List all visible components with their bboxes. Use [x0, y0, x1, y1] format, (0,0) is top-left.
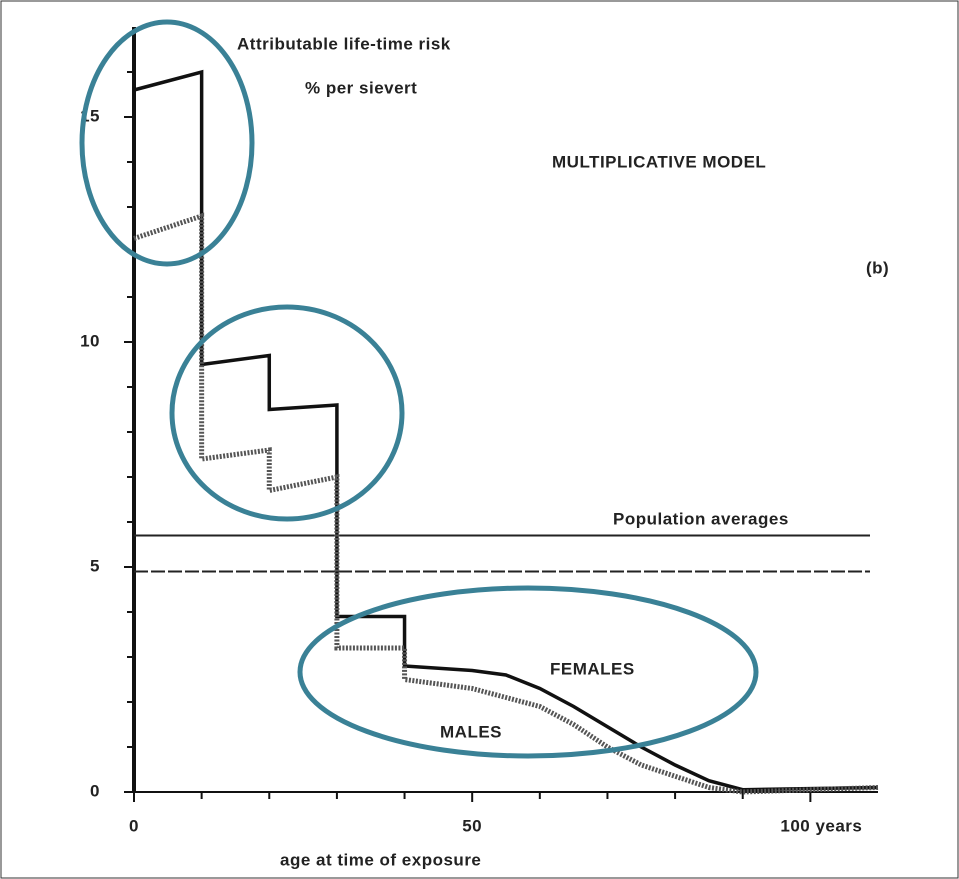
x-axis-label: age at time of exposure — [280, 850, 481, 869]
series-line — [133, 69, 879, 792]
y-tick-label: 0 — [90, 781, 100, 800]
series-line — [133, 212, 879, 795]
x-tick-label: 0 — [129, 816, 139, 835]
highlight-ellipse — [169, 304, 405, 522]
annotations — [79, 19, 759, 759]
series-label: FEMALES — [550, 659, 635, 678]
highlight-ellipse — [297, 585, 759, 759]
y-tick-label: 10 — [80, 331, 100, 350]
x-tick-label: 100 years — [780, 816, 862, 835]
panel-label: (b) — [866, 258, 889, 277]
highlight-ellipse — [79, 19, 255, 267]
chart-title: Attributable life-time risk — [237, 34, 451, 53]
chart-subtitle: % per sievert — [305, 78, 417, 97]
y-tick-label: 5 — [90, 556, 100, 575]
model-label: MULTIPLICATIVE MODEL — [552, 152, 766, 171]
series-label: MALES — [440, 722, 502, 741]
reference-label: Population averages — [613, 509, 789, 528]
x-tick-label: 50 — [462, 816, 482, 835]
